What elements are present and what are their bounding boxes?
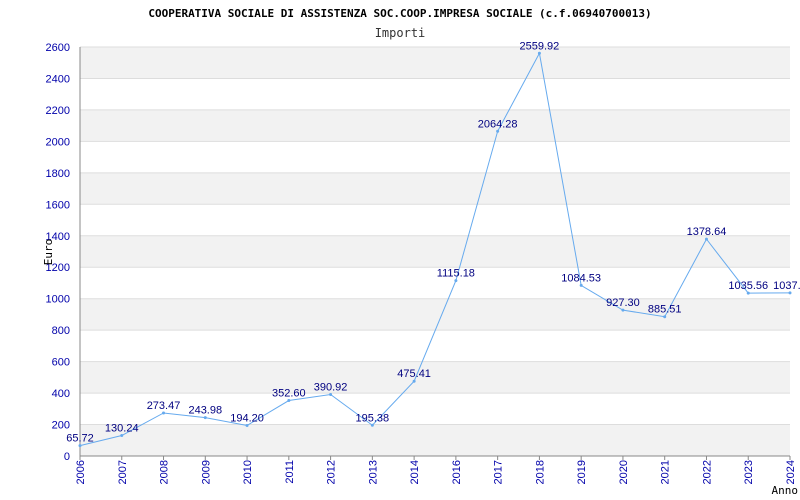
data-label: 195.38: [356, 412, 390, 424]
data-point: [621, 308, 625, 312]
data-label: 1115.18: [437, 268, 475, 280]
y-tick-label: 800: [52, 325, 70, 337]
data-labels: 65.72 130.24 273.47 243.98 194.20 352.60 390.9…: [66, 40, 800, 444]
x-tick-label: 2016: [451, 460, 463, 484]
data-point: [746, 291, 750, 295]
x-tick-label: 2017: [493, 460, 505, 484]
data-label: 1378.64: [687, 226, 727, 238]
series: [78, 51, 792, 448]
x-tick-label: 2010: [242, 460, 254, 484]
y-tick-label: 200: [52, 420, 70, 432]
plot-background: [80, 47, 790, 456]
x-tick-label: 2014: [409, 460, 421, 484]
data-point: [537, 51, 541, 55]
chart-subtitle: Importi: [375, 26, 426, 40]
grid-band: [80, 330, 790, 362]
data-label: 352.60: [272, 388, 306, 400]
data-label: 927.30: [606, 297, 640, 309]
x-tick-label: 2011: [284, 460, 296, 484]
data-point: [203, 416, 207, 420]
data-point: [245, 423, 249, 427]
grid-band: [80, 393, 790, 425]
series-line: [79, 51, 791, 447]
x-tick-label: 2024: [785, 460, 797, 484]
data-label: 1035.56: [728, 280, 768, 292]
grid-band: [80, 172, 790, 205]
data-label: 243.98: [188, 405, 222, 417]
y-tick-label: 2000: [46, 136, 70, 148]
data-label: 390.92: [314, 382, 348, 394]
grid-band: [80, 47, 790, 79]
y-tick-label: 1600: [46, 199, 70, 211]
chart-title: COOPERATIVA SOCIALE DI ASSISTENZA SOC.CO…: [148, 7, 651, 20]
x-tick-label: 2013: [367, 460, 379, 484]
grid-band: [80, 361, 790, 394]
data-label: 194.20: [230, 412, 264, 424]
grid-band: [80, 298, 790, 331]
axes: [79, 47, 790, 457]
y-tick-label: 1200: [46, 262, 70, 274]
data-point: [412, 379, 416, 383]
y-tick-label: 600: [52, 357, 70, 369]
x-tick-label: 2019: [576, 460, 588, 484]
x-tick-label: 2006: [75, 460, 87, 484]
data-point: [329, 393, 333, 397]
data-point: [663, 315, 667, 319]
data-label: 1037.2: [773, 280, 800, 292]
x-tick-label: 2020: [618, 460, 630, 484]
y-axis-label: Euro: [42, 239, 55, 266]
data-point: [162, 411, 166, 415]
x-tick-label: 2023: [743, 460, 755, 484]
y-axis-ticks: 0 200 400 600 800 1000 1200 1400 1600 1800 2000 220…: [46, 42, 70, 463]
y-tick-label: 2200: [46, 105, 70, 117]
x-tick-label: 2007: [117, 460, 129, 484]
data-label: 885.51: [648, 304, 682, 316]
data-point: [370, 423, 374, 427]
y-tick-label: 400: [52, 388, 70, 400]
y-tick-label: 1400: [46, 231, 70, 243]
grid-band: [80, 267, 790, 299]
data-point: [788, 291, 792, 295]
x-tick-label: 2022: [701, 460, 713, 484]
x-tick-label: 2009: [200, 460, 212, 484]
grid-band: [80, 78, 790, 110]
data-point: [287, 399, 291, 403]
x-axis-ticks: 2006 2007 2008 2009 2010 2011 2012 2013 2014 2016…: [75, 456, 797, 484]
y-tick-label: 2400: [46, 73, 70, 85]
data-point: [454, 279, 458, 283]
data-label: 2559.92: [520, 40, 560, 52]
data-point: [704, 237, 708, 241]
grid-band: [80, 424, 790, 456]
grid-band: [80, 204, 790, 236]
x-tick-label: 2021: [660, 460, 672, 484]
data-label: 1084.53: [561, 272, 601, 284]
data-label: 475.41: [397, 368, 431, 380]
x-axis-label: Anno: [772, 484, 799, 497]
data-point: [120, 434, 124, 438]
grid-band: [80, 141, 790, 173]
data-point: [78, 444, 82, 448]
data-label: 65.72: [66, 433, 94, 445]
y-tick-label: 0: [64, 451, 70, 463]
x-tick-label: 2012: [326, 460, 338, 484]
data-label: 2064.28: [478, 118, 518, 130]
grid-band: [80, 109, 790, 142]
data-point: [496, 129, 500, 133]
x-tick-label: 2008: [159, 460, 171, 484]
grid-band: [80, 235, 790, 268]
x-tick-label: 2018: [534, 460, 546, 484]
data-point: [579, 283, 583, 287]
y-tick-label: 2600: [46, 42, 70, 54]
y-tick-label: 1000: [46, 294, 70, 306]
y-tick-label: 1800: [46, 168, 70, 180]
data-label: 130.24: [105, 423, 139, 435]
data-label: 273.47: [147, 400, 181, 412]
